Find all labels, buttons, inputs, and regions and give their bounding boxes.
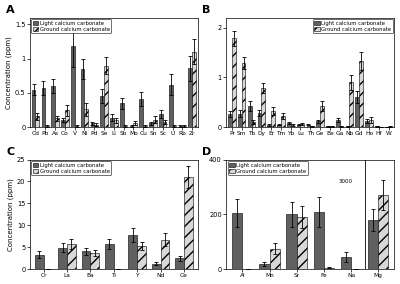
Bar [160, 240, 170, 269]
Bar [94, 125, 98, 127]
Bar [32, 89, 36, 127]
Legend: Light calcium carbonate, Ground calcium carbonate: Light calcium carbonate, Ground calcium … [31, 19, 111, 33]
Bar [252, 122, 255, 127]
Y-axis label: Concentration (ppm): Concentration (ppm) [8, 178, 14, 251]
Bar [316, 121, 320, 127]
Bar [172, 126, 176, 127]
Bar [228, 114, 232, 127]
Text: C: C [6, 147, 14, 157]
Text: B: B [202, 5, 211, 15]
Bar [184, 177, 193, 269]
Text: A: A [6, 5, 15, 15]
Bar [120, 103, 124, 127]
Y-axis label: Concentration (ppm): Concentration (ppm) [6, 36, 12, 109]
Bar [326, 126, 330, 127]
Bar [270, 249, 280, 269]
Bar [175, 258, 184, 269]
Bar [128, 235, 137, 269]
Bar [277, 125, 281, 127]
Bar [182, 126, 186, 127]
Bar [388, 126, 392, 127]
Bar [340, 126, 343, 127]
Bar [232, 213, 242, 269]
Text: 3000: 3000 [339, 179, 353, 184]
Bar [140, 99, 143, 127]
Bar [297, 125, 300, 127]
Bar [45, 126, 49, 127]
Legend: Light calcium carbonate, Ground calcium carbonate: Light calcium carbonate, Ground calcium … [228, 161, 308, 175]
Bar [51, 86, 55, 127]
Bar [300, 124, 304, 127]
Bar [192, 52, 196, 127]
Bar [320, 106, 324, 127]
Text: D: D [202, 147, 212, 157]
Bar [375, 126, 379, 127]
Bar [90, 253, 99, 269]
Bar [35, 255, 44, 269]
Bar [149, 123, 153, 127]
Bar [359, 61, 363, 127]
Bar [330, 126, 334, 127]
Bar [324, 268, 334, 269]
Bar [114, 120, 118, 127]
Bar [104, 66, 108, 127]
Bar [133, 123, 137, 127]
Bar [336, 120, 340, 127]
Bar [124, 126, 127, 127]
Bar [271, 111, 275, 127]
Bar [346, 126, 350, 127]
Bar [105, 244, 114, 269]
Bar [297, 217, 307, 269]
Bar [100, 96, 104, 127]
Bar [153, 120, 157, 127]
Legend: Light calcium carbonate, Ground calcium carbonate: Light calcium carbonate, Ground calcium … [31, 161, 111, 175]
Bar [152, 264, 160, 269]
Bar [42, 88, 45, 127]
Bar [258, 113, 261, 127]
Bar [188, 68, 192, 127]
Bar [286, 214, 297, 269]
Bar [75, 126, 78, 127]
Bar [67, 244, 76, 269]
Bar [368, 220, 378, 269]
Bar [291, 125, 294, 127]
Bar [137, 246, 146, 269]
Bar [261, 88, 265, 127]
Bar [267, 125, 271, 127]
Bar [169, 85, 172, 127]
Bar [242, 63, 246, 127]
Bar [110, 118, 114, 127]
Bar [369, 120, 373, 127]
Bar [259, 264, 270, 269]
Bar [341, 257, 351, 269]
Bar [378, 195, 388, 269]
Bar [287, 123, 291, 127]
Bar [314, 212, 324, 269]
Bar [36, 116, 39, 127]
Bar [356, 97, 359, 127]
Bar [143, 126, 147, 127]
Bar [81, 69, 84, 127]
Bar [61, 120, 65, 127]
Bar [159, 114, 163, 127]
Bar [84, 109, 88, 127]
Bar [55, 118, 59, 127]
Bar [71, 46, 75, 127]
Bar [310, 126, 314, 127]
Legend: Light calcium carbonate, Ground calcium carbonate: Light calcium carbonate, Ground calcium … [313, 19, 393, 33]
Bar [82, 251, 90, 269]
Bar [179, 126, 182, 127]
Bar [365, 121, 369, 127]
Bar [350, 82, 353, 127]
Bar [130, 126, 133, 127]
Bar [90, 123, 94, 127]
Bar [163, 122, 166, 127]
Bar [248, 106, 252, 127]
Bar [65, 110, 68, 127]
Bar [232, 39, 236, 127]
Bar [238, 114, 242, 127]
Bar [58, 248, 67, 269]
Bar [306, 125, 310, 127]
Bar [281, 116, 285, 127]
